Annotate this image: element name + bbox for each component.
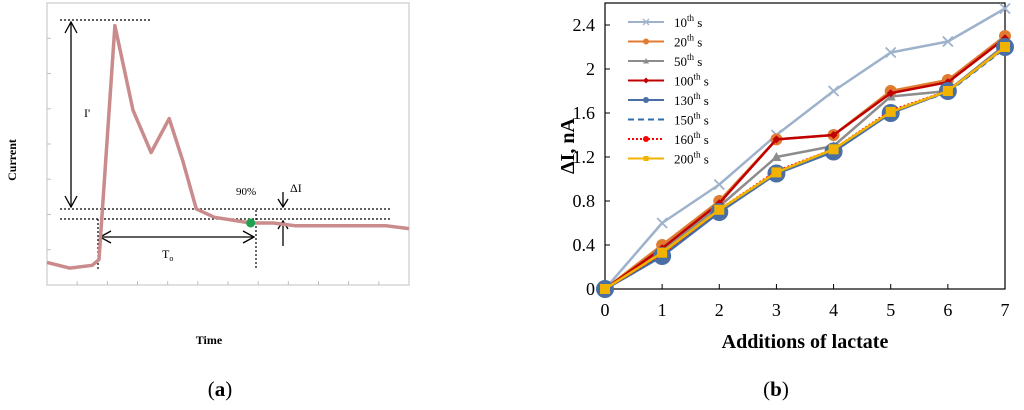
panel-b-y-axis-label: ΔI, nA xyxy=(557,118,579,174)
panel-b-y-tick-label: 1.2 xyxy=(573,147,596,167)
legend-swatch-marker xyxy=(643,136,649,142)
x-marker xyxy=(713,178,725,191)
legend-entry: 100th s xyxy=(628,72,709,89)
x-marker xyxy=(942,35,954,48)
legend-label: 20th s xyxy=(674,33,702,50)
panel-b-x-tick-label: 6 xyxy=(943,300,952,320)
series-line xyxy=(604,43,1006,291)
square-marker xyxy=(771,167,782,178)
legend-label: 200th s xyxy=(674,150,709,167)
panel-b-caption: (b) xyxy=(763,377,789,401)
panel-b-x-tick-label: 4 xyxy=(829,300,838,320)
panel-b-lactate-chart: 0 1 2 3 4 5 6 7 0 0.4 0.8 1.2 1.6 2 2.4 10th s 20th s 50… xyxy=(557,2,1014,401)
panel-b-x-tick-label: 1 xyxy=(658,300,667,320)
legend-swatch-marker xyxy=(642,18,650,26)
panel-b-x-tick-label: 0 xyxy=(601,300,610,320)
panel-a-y-axis-label: Current xyxy=(5,139,19,181)
square-marker xyxy=(600,284,610,294)
delta-i-label: ΔI xyxy=(290,181,302,195)
legend-entry: 10th s xyxy=(628,13,702,30)
panel-b-x-tick-label: 5 xyxy=(886,300,895,320)
current-trace-line xyxy=(46,23,410,270)
legend-label: 50th s xyxy=(674,52,702,69)
panel-b-x-tick-label: 7 xyxy=(1001,300,1010,320)
ninety-percent-label: 90% xyxy=(236,186,256,198)
panel-b-y-tick-label: 0.8 xyxy=(573,191,596,211)
diamond-marker xyxy=(829,131,838,139)
panel-a-current-trace: I' To ΔI 90% Current Time (a) xyxy=(5,2,410,401)
square-marker xyxy=(942,86,953,96)
panel-b-y-tick-label: 2 xyxy=(586,59,595,79)
x-marker xyxy=(885,46,897,59)
triangle-marker xyxy=(771,152,782,161)
panel-b-y-tick-label: 0.4 xyxy=(573,235,596,255)
square-marker xyxy=(828,144,839,155)
square-marker xyxy=(885,106,896,117)
square-marker xyxy=(714,204,725,215)
i-prime-label: I' xyxy=(84,106,90,120)
legend-entry: 200th s xyxy=(628,150,709,167)
legend-label: 150th s xyxy=(674,111,709,128)
panel-a-x-axis-label: Time xyxy=(196,333,223,347)
panel-a-y-ticks xyxy=(47,37,51,251)
series-line xyxy=(604,46,1006,291)
series-200th-s xyxy=(600,42,1010,294)
diamond-marker xyxy=(772,135,781,144)
ninety-percent-point xyxy=(246,218,256,228)
panel-b-y-tick-label: 0 xyxy=(586,279,595,299)
legend-entry: 160th s xyxy=(628,130,709,147)
panel-b-axis-ticks: 0 1 2 3 4 5 6 7 0 0.4 0.8 1.2 1.6 2 2.4 xyxy=(573,15,1010,320)
panel-b-legend: 10th s 20th s 50th s 100th s 130th s 150th s 1… xyxy=(628,13,709,167)
legend-label: 160th s xyxy=(674,130,709,147)
panel-b-y-tick-label: 1.6 xyxy=(573,103,596,123)
legend-swatch-marker xyxy=(643,156,649,161)
x-marker xyxy=(656,217,668,229)
x-marker xyxy=(999,2,1011,15)
legend-entry: 50th s xyxy=(628,52,702,69)
legend-swatch-marker xyxy=(643,77,649,84)
panel-b-y-tick-label: 2.4 xyxy=(573,15,596,35)
i-prime-arrow xyxy=(64,20,78,209)
panel-a-caption: (a) xyxy=(208,377,233,401)
legend-label: 130th s xyxy=(674,91,709,108)
legend-swatch-marker xyxy=(643,38,649,45)
legend-entry: 20th s xyxy=(628,33,702,50)
legend-label: 10th s xyxy=(674,13,702,30)
legend-entry: 150th s xyxy=(628,111,709,128)
series-line xyxy=(604,7,1006,290)
square-marker xyxy=(1000,42,1010,52)
panel-b-x-tick-label: 2 xyxy=(715,300,724,320)
to-label: To xyxy=(162,247,173,263)
legend-entry: 130th s xyxy=(628,91,709,108)
diamond-marker xyxy=(886,89,895,98)
legend-swatch-marker xyxy=(643,97,649,103)
legend-label: 100th s xyxy=(674,72,709,89)
legend-swatch-marker xyxy=(643,58,649,64)
x-marker xyxy=(827,85,840,97)
panel-a-x-ticks xyxy=(76,281,380,285)
panel-b-series-group xyxy=(596,2,1014,298)
square-marker xyxy=(657,247,668,258)
panel-b-x-tick-label: 3 xyxy=(772,300,781,320)
series-line xyxy=(604,37,1006,291)
panel-b-x-axis-label: Additions of lactate xyxy=(722,331,889,353)
